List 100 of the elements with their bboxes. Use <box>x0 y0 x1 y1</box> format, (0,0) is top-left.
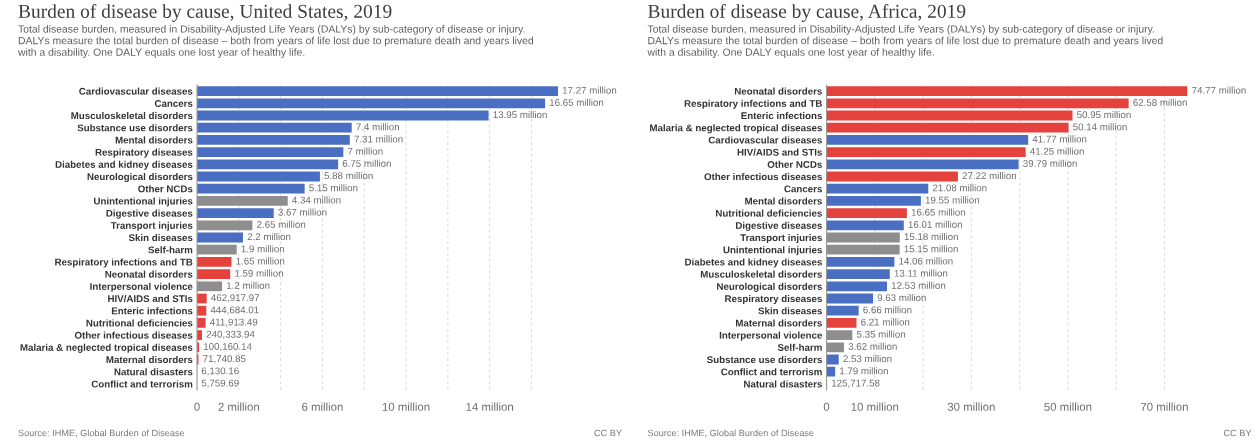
data-label: 1.59 million <box>235 269 283 277</box>
data-label: 444,684.01 <box>210 306 259 315</box>
data-label: 50.95 million <box>1077 110 1131 119</box>
data-label: 12.53 million <box>891 281 946 289</box>
y-tick-label: Unintentional injuries <box>723 246 822 256</box>
y-tick-label: Diabetes and kidney diseases <box>685 258 822 268</box>
chart-subtitle: Total disease burden, measured in Disability-Adjusted Life Years (DALYs) by sub-category of disease or injury. DALYs measure the total burden of disease – both from years of life lost due to premature death and years lived with a disability. One DALY equals one lost year of healthy life. <box>647 25 1163 58</box>
y-tick-label: Transport injuries <box>740 233 822 244</box>
data-label: 14.06 million <box>899 257 953 265</box>
data-label: 16.65 million <box>911 208 966 216</box>
x-tick-label: 0 <box>823 402 830 411</box>
y-tick-label: Musculoskeletal disorders <box>700 270 822 278</box>
y-tick-label: Other NCDs <box>138 185 193 193</box>
x-tick-label: 6 million <box>302 402 343 411</box>
data-label: 2.53 million <box>843 354 892 363</box>
x-tick-label: 0 <box>194 402 200 411</box>
data-label: 6.66 million <box>863 306 912 314</box>
data-label: 125,717.58 <box>832 379 880 388</box>
data-label: 6.75 million <box>342 159 391 167</box>
y-tick-label: Respiratory diseases <box>725 294 822 305</box>
data-label: 462,917.97 <box>211 294 260 303</box>
data-label: 13.11 million <box>894 269 948 277</box>
y-tick-label: Enteric infections <box>111 307 193 315</box>
data-label: 3.62 million <box>848 342 897 350</box>
data-label: 411,913.49 <box>210 318 258 327</box>
data-label: 6.21 million <box>861 318 910 326</box>
y-tick-label: Neonatal disorders <box>105 270 193 278</box>
y-tick-label: Respiratory diseases <box>95 148 193 158</box>
data-label: 15.15 million <box>904 245 958 253</box>
data-label: 9.63 million <box>877 293 926 302</box>
y-tick-label: Diabetes and kidney diseases <box>55 160 193 170</box>
data-label: 1.65 million <box>236 257 285 265</box>
data-label: 5,759.69 <box>201 379 239 388</box>
y-tick-label: Musculoskeletal disorders <box>71 111 193 120</box>
y-tick-label: Malaria & neglected tropical diseases <box>20 343 193 353</box>
data-label: 100,160.14 <box>204 343 252 352</box>
data-label: 21.08 million <box>932 184 987 192</box>
text: CC BY <box>1223 429 1252 437</box>
y-tick-label: Natural disasters <box>744 380 822 388</box>
y-tick-label: Self-harm <box>148 246 193 254</box>
y-tick-label: Other infectious diseases <box>704 172 822 181</box>
source-note: Source: IHME, Global Burden of Disease <box>18 429 185 438</box>
y-tick-label: Natural disasters <box>114 368 193 376</box>
x-tick-label: 10 million <box>851 402 899 411</box>
data-label: 74.77 million <box>1192 86 1246 94</box>
data-label: 71,740.85 <box>203 355 246 364</box>
y-tick-label: Other infectious diseases <box>74 331 193 339</box>
y-tick-label: Respiratory infections and TB <box>684 99 822 109</box>
y-tick-label: Substance use disorders <box>77 124 193 132</box>
source-note: Source: IHME, Global Burden of Disease <box>647 429 814 438</box>
y-tick-label: Cardiovascular diseases <box>79 87 193 95</box>
data-label: 27.22 million <box>962 171 1017 180</box>
data-label: 6,130.16 <box>201 367 239 376</box>
data-label: 41.77 million <box>1032 135 1087 143</box>
y-tick-label: Skin diseases <box>758 307 822 315</box>
data-label: 7.31 million <box>354 135 403 143</box>
y-tick-label: Digestive diseases <box>106 209 193 219</box>
data-label: 4.34 million <box>292 196 341 204</box>
y-tick-label: Interpersonal violence <box>90 282 193 292</box>
data-label: 16.65 million <box>549 98 604 106</box>
data-label: 16.01 million <box>908 220 962 228</box>
x-tick-label: 14 million <box>466 402 513 411</box>
data-label: 39.79 million <box>1023 159 1077 167</box>
y-tick-label: Nutritional deficiencies <box>716 209 822 217</box>
data-label: 17.27 million <box>562 86 617 94</box>
data-label: 2.65 million <box>257 220 306 228</box>
y-tick-label: Neonatal disorders <box>734 87 822 95</box>
y-tick-label: Enteric infections <box>741 111 822 120</box>
y-tick-label: Nutritional deficiencies <box>86 319 193 327</box>
data-label: 3.67 million <box>278 208 327 216</box>
y-tick-label: Unintentional injuries <box>94 197 193 207</box>
y-tick-label: Other NCDs <box>767 160 822 168</box>
y-tick-label: Skin diseases <box>128 233 193 242</box>
y-tick-label: Transport injuries <box>110 221 193 231</box>
y-tick-label: Maternal disorders <box>736 319 822 327</box>
data-label: 15.18 million <box>904 232 958 241</box>
data-label: 5.35 million <box>856 330 906 338</box>
y-tick-label: Cardiovascular diseases <box>708 136 822 144</box>
y-tick-label: Self-harm <box>777 343 822 351</box>
y-tick-label: Mental disorders <box>115 136 193 144</box>
y-tick-label: HIV/AIDS and STIs <box>108 294 193 303</box>
y-tick-label: Malaria & neglected tropical diseases <box>650 124 822 134</box>
y-tick-label: Maternal disorders <box>106 355 193 364</box>
y-tick-label: Cancers <box>784 185 822 193</box>
data-label: 2.2 million <box>247 232 291 241</box>
data-label: 7 million <box>347 147 383 155</box>
data-label: 7.4 million <box>356 123 399 131</box>
y-tick-label: Conflict and terrorism <box>91 380 193 388</box>
y-tick-label: Neurological disorders <box>87 172 193 183</box>
y-tick-label: Interpersonal violence <box>719 331 823 341</box>
data-label: 62.58 million <box>1133 98 1187 106</box>
y-tick-label: HIV/AIDS and STIs <box>737 148 822 156</box>
x-tick-label: 2 million <box>218 402 259 411</box>
chart-subtitle: Total disease burden, measured in Disability-Adjusted Life Years (DALYs) by sub-category of disease or injury. DALYs measure the total burden of disease – both from years of life lost due to premature death and years lived with a disability. One DALY equals one lost year of healthy life. <box>17 25 534 58</box>
data-label: 41.25 million <box>1030 147 1084 155</box>
y-tick-label: Neurological disorders <box>717 282 822 292</box>
chart-title: Burden of disease by cause, Africa, 2019 <box>648 4 966 22</box>
chart-title: Burden of disease by cause, United States, 2019 <box>18 4 392 22</box>
data-label: 1.2 million <box>226 281 270 289</box>
x-tick-label: 50 million <box>1044 402 1092 411</box>
